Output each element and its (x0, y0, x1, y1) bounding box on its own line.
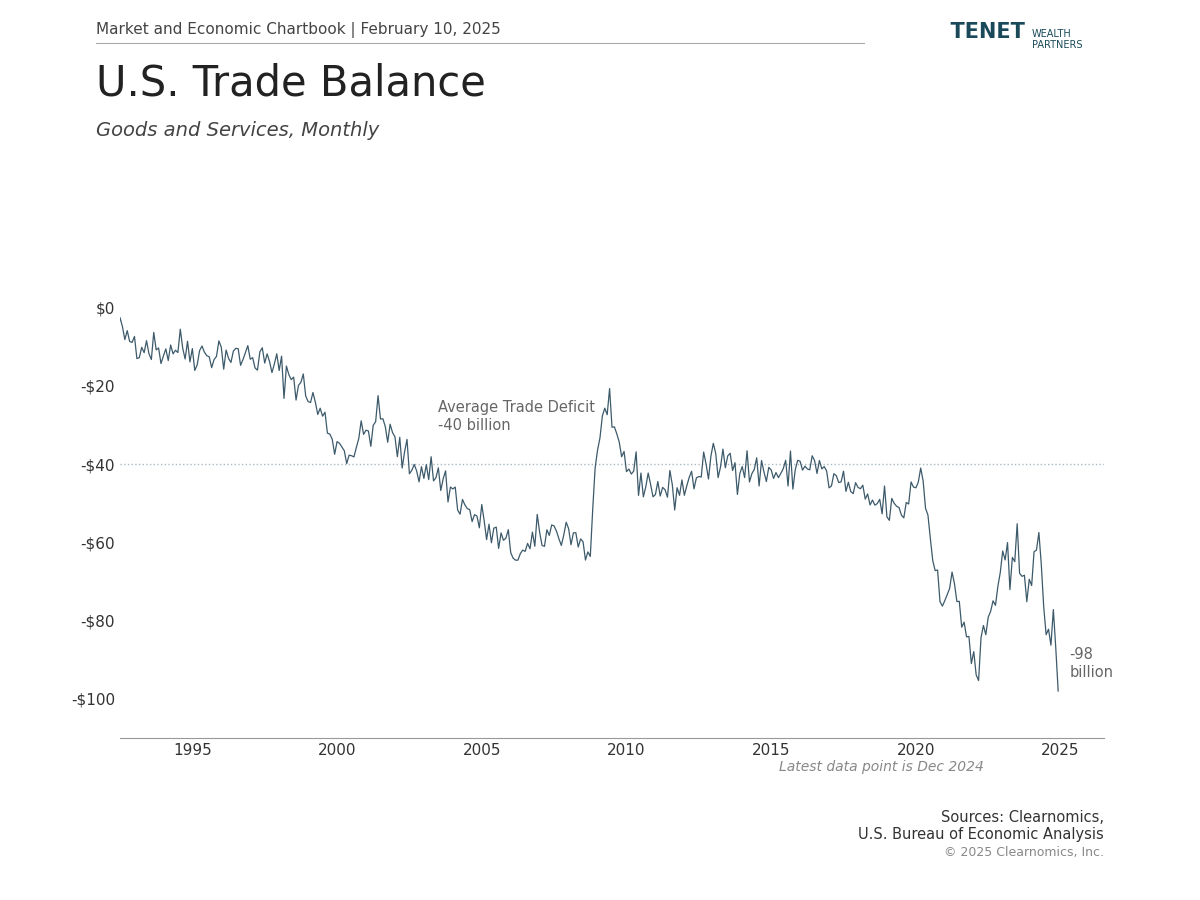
Text: -98
billion: -98 billion (1069, 647, 1114, 680)
Text: U.S. Trade Balance: U.S. Trade Balance (96, 63, 486, 105)
Text: © 2025 Clearnomics, Inc.: © 2025 Clearnomics, Inc. (944, 846, 1104, 859)
Text: TENET: TENET (936, 22, 1025, 42)
Text: Sources: Clearnomics,
U.S. Bureau of Economic Analysis: Sources: Clearnomics, U.S. Bureau of Eco… (858, 810, 1104, 842)
Text: Latest data point is Dec 2024: Latest data point is Dec 2024 (779, 760, 984, 775)
Text: Market and Economic Chartbook | February 10, 2025: Market and Economic Chartbook | February… (96, 22, 500, 39)
Text: WEALTH
PARTNERS: WEALTH PARTNERS (1032, 29, 1082, 50)
Text: Average Trade Deficit
-40 billion: Average Trade Deficit -40 billion (438, 400, 595, 433)
Text: Goods and Services, Monthly: Goods and Services, Monthly (96, 122, 379, 140)
